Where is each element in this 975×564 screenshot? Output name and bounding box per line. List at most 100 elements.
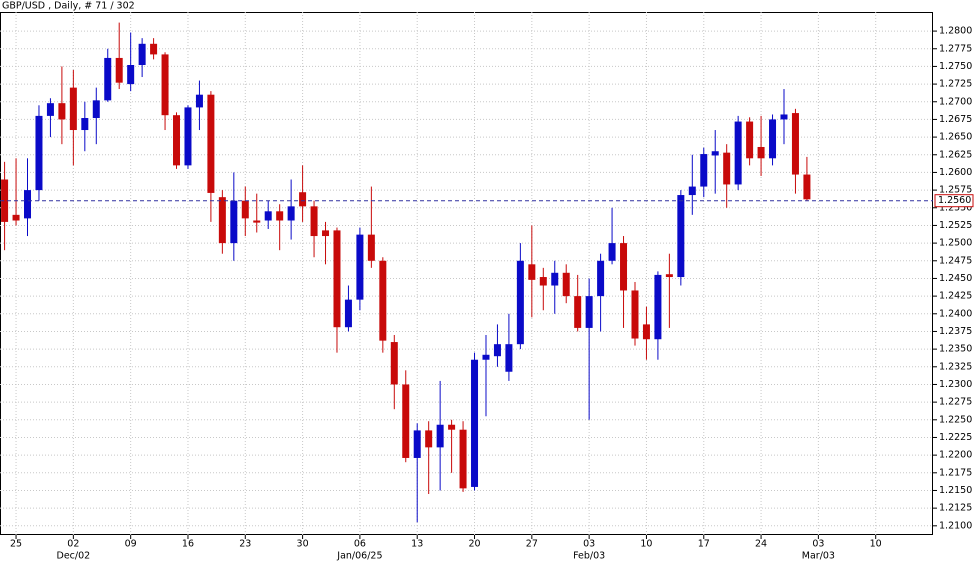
candle-body [688, 186, 696, 196]
candle-body [1, 179, 9, 222]
x-tick-label-secondary: Dec/02 [57, 551, 91, 562]
y-tick-label: 1.2575 [939, 185, 972, 196]
x-tick-label: 06 [354, 539, 366, 550]
candle-body [35, 115, 43, 191]
candle-body [379, 260, 387, 341]
x-tick-label: 30 [297, 539, 309, 550]
y-tick-label: 1.2425 [939, 291, 972, 302]
candle-body [287, 206, 295, 221]
candle-body [425, 430, 433, 448]
y-tick-label: 1.2250 [939, 414, 972, 425]
candle-body [310, 206, 318, 237]
candle-body [528, 264, 536, 280]
candle-body [276, 211, 284, 221]
y-tick-label: 1.2775 [939, 43, 972, 54]
y-tick-label: 1.2750 [939, 61, 972, 72]
x-tick-label: 23 [239, 539, 251, 550]
candle-body [585, 296, 593, 328]
candle-body [711, 151, 719, 156]
x-tick-label: 16 [182, 539, 194, 550]
x-tick-label: 17 [698, 539, 710, 550]
y-tick-label: 1.2800 [939, 26, 972, 37]
y-tick-label: 1.2450 [939, 273, 972, 284]
x-tick-label: 10 [870, 539, 882, 550]
candle-body [92, 100, 100, 119]
candle-body [46, 103, 54, 116]
candle-body [299, 192, 307, 207]
candle-body [69, 87, 77, 131]
candle-body [769, 119, 777, 159]
y-tick-label: 1.2100 [939, 520, 972, 531]
candle-body [700, 154, 708, 187]
candle-body [81, 118, 89, 131]
y-tick-label: 1.2150 [939, 485, 972, 496]
x-tick-label: 24 [755, 539, 767, 550]
candle-body [253, 220, 261, 223]
candle-body [264, 211, 272, 221]
candle-body [322, 230, 330, 237]
x-tick-label: 10 [640, 539, 652, 550]
y-tick-label: 1.2600 [939, 167, 972, 178]
candle-body [677, 195, 685, 278]
candle-body [367, 234, 375, 261]
candle-body [344, 299, 352, 328]
candle-body [115, 57, 123, 83]
y-tick-label: 1.2325 [939, 361, 972, 372]
y-tick-label: 1.2350 [939, 344, 972, 355]
x-tick-label: 03 [583, 539, 595, 550]
candle-body [757, 146, 765, 159]
candle-body [448, 424, 456, 430]
y-tick-label: 1.2675 [939, 114, 972, 125]
candle-body [734, 121, 742, 185]
candle-body [631, 290, 639, 339]
y-tick-label: 1.2400 [939, 308, 972, 319]
candle-body [241, 200, 249, 219]
candle-body [218, 197, 226, 244]
y-tick-label: 1.2725 [939, 79, 972, 90]
candle-body [620, 243, 628, 291]
y-tick-label: 1.2650 [939, 132, 972, 143]
y-tick-label: 1.2200 [939, 450, 972, 461]
candle-body [230, 200, 238, 244]
candle-body [597, 260, 605, 297]
last-price-label: 1.2560 [938, 195, 971, 206]
candle-body [195, 94, 203, 108]
candle-body [333, 230, 341, 328]
candle-body [390, 342, 398, 385]
candle-body [562, 272, 570, 297]
y-tick-label: 1.2300 [939, 379, 972, 390]
candle-body [654, 274, 662, 340]
x-tick-label: 27 [526, 539, 538, 550]
x-tick-label: 03 [812, 539, 824, 550]
y-tick-label: 1.2475 [939, 255, 972, 266]
x-tick-label-secondary: Feb/03 [573, 551, 605, 562]
x-tick-label: 20 [468, 539, 480, 550]
candle-body [58, 103, 66, 120]
y-tick-label: 1.2225 [939, 432, 972, 443]
candle-body [173, 115, 181, 166]
candle-body [356, 234, 364, 300]
candle-body [574, 296, 582, 328]
candle-body [24, 190, 32, 219]
candle-body [746, 121, 754, 159]
candle-body [505, 344, 513, 372]
candle-body [482, 354, 490, 360]
candle-body [127, 65, 135, 85]
candle-body [608, 243, 616, 261]
y-tick-label: 1.2525 [939, 220, 972, 231]
candle-body [665, 274, 673, 278]
y-tick-label: 1.2275 [939, 397, 972, 408]
candle-body [516, 260, 524, 345]
last-price-box [934, 194, 974, 208]
candle-body [161, 54, 169, 116]
chart-title: GBP/USD , Daily, # 71 / 302 [2, 1, 135, 12]
candle-body [459, 429, 467, 489]
x-tick-label: 25 [10, 539, 22, 550]
candle-body [207, 94, 215, 193]
candle-body [184, 107, 192, 166]
candle-body [539, 277, 547, 286]
y-tick-label: 1.2500 [939, 238, 972, 249]
candle-body [493, 344, 501, 357]
x-tick-label: 13 [411, 539, 423, 550]
